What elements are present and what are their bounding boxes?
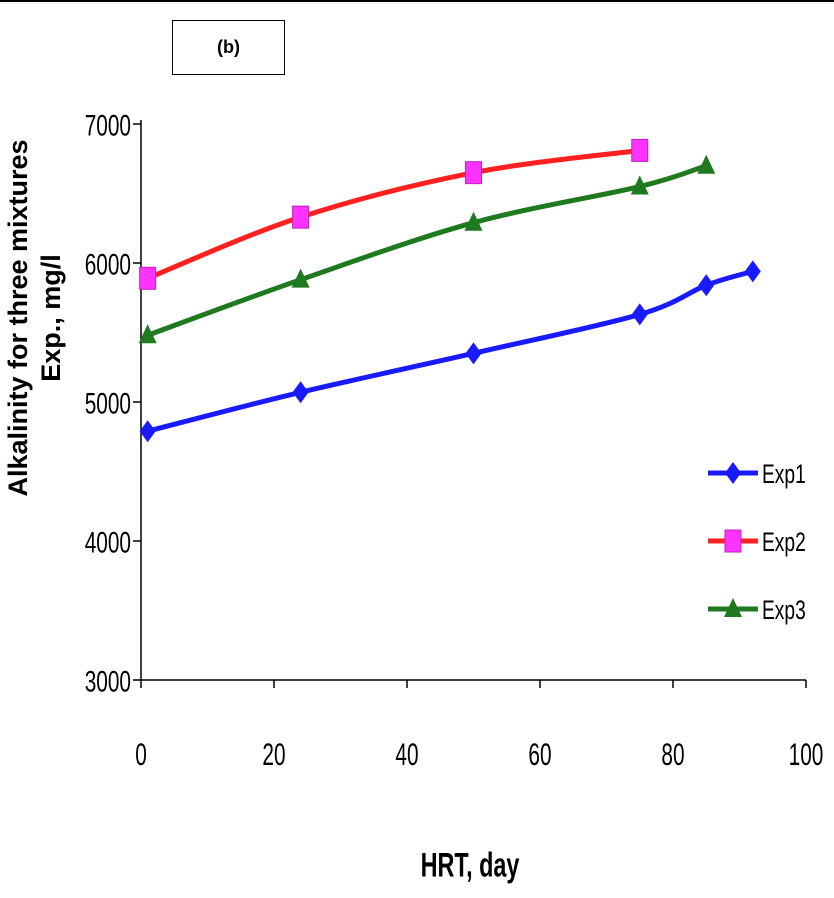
x-tick-label: 60 <box>528 737 551 772</box>
legend-item-exp3: Exp3 <box>708 595 806 625</box>
data-point <box>292 205 310 229</box>
axes: 3000 4000 5000 6000 7000 0 20 40 60 80 100 <box>85 110 824 772</box>
legend-label: Exp2 <box>762 527 806 557</box>
legend-swatch-marker <box>725 462 741 484</box>
legend-label: Exp1 <box>762 459 806 489</box>
x-tick-label: 20 <box>262 737 285 772</box>
data-point <box>465 342 482 365</box>
series-line <box>146 163 708 338</box>
data-point <box>630 175 649 195</box>
data-point <box>631 138 649 162</box>
data-point <box>138 324 157 344</box>
data-point <box>465 161 482 185</box>
data-point <box>697 154 716 174</box>
series-line <box>147 268 754 434</box>
y-tick-label: 3000 <box>85 666 131 699</box>
x-axis-label: HRT, day <box>421 846 520 885</box>
data-point <box>292 381 309 404</box>
x-tick-label: 0 <box>135 737 147 772</box>
y-axis-label-line2: Exp., mg/l <box>36 254 66 382</box>
panel-label: (b) <box>172 20 285 75</box>
x-tick-label: 40 <box>395 737 418 772</box>
data-point <box>464 211 483 231</box>
data-point <box>631 303 648 326</box>
legend-swatch-marker <box>724 598 742 617</box>
x-tick-label: 80 <box>661 737 684 772</box>
data-point <box>744 260 761 283</box>
x-tick-label: 100 <box>789 737 824 772</box>
series-layer <box>138 138 761 443</box>
legend-swatch-marker <box>724 529 742 553</box>
series-exp1 <box>139 260 761 443</box>
data-point <box>139 266 157 290</box>
y-tick-label: 7000 <box>85 110 131 143</box>
y-axis-label-line1: Alkalinity for three mixtures <box>3 139 33 496</box>
series-exp3 <box>138 154 716 344</box>
legend-label: Exp3 <box>762 595 806 625</box>
y-tick-label: 4000 <box>85 527 131 560</box>
data-point <box>291 268 310 288</box>
series-line <box>146 147 641 281</box>
data-point <box>698 274 715 297</box>
legend-item-exp2: Exp2 <box>708 527 806 557</box>
y-tick-label: 6000 <box>85 249 131 282</box>
series-exp2 <box>139 138 649 290</box>
legend: Exp1 Exp2 Exp3 <box>708 459 806 625</box>
legend-item-exp1: Exp1 <box>708 459 806 489</box>
data-point <box>139 420 156 443</box>
y-tick-label: 5000 <box>85 388 131 421</box>
